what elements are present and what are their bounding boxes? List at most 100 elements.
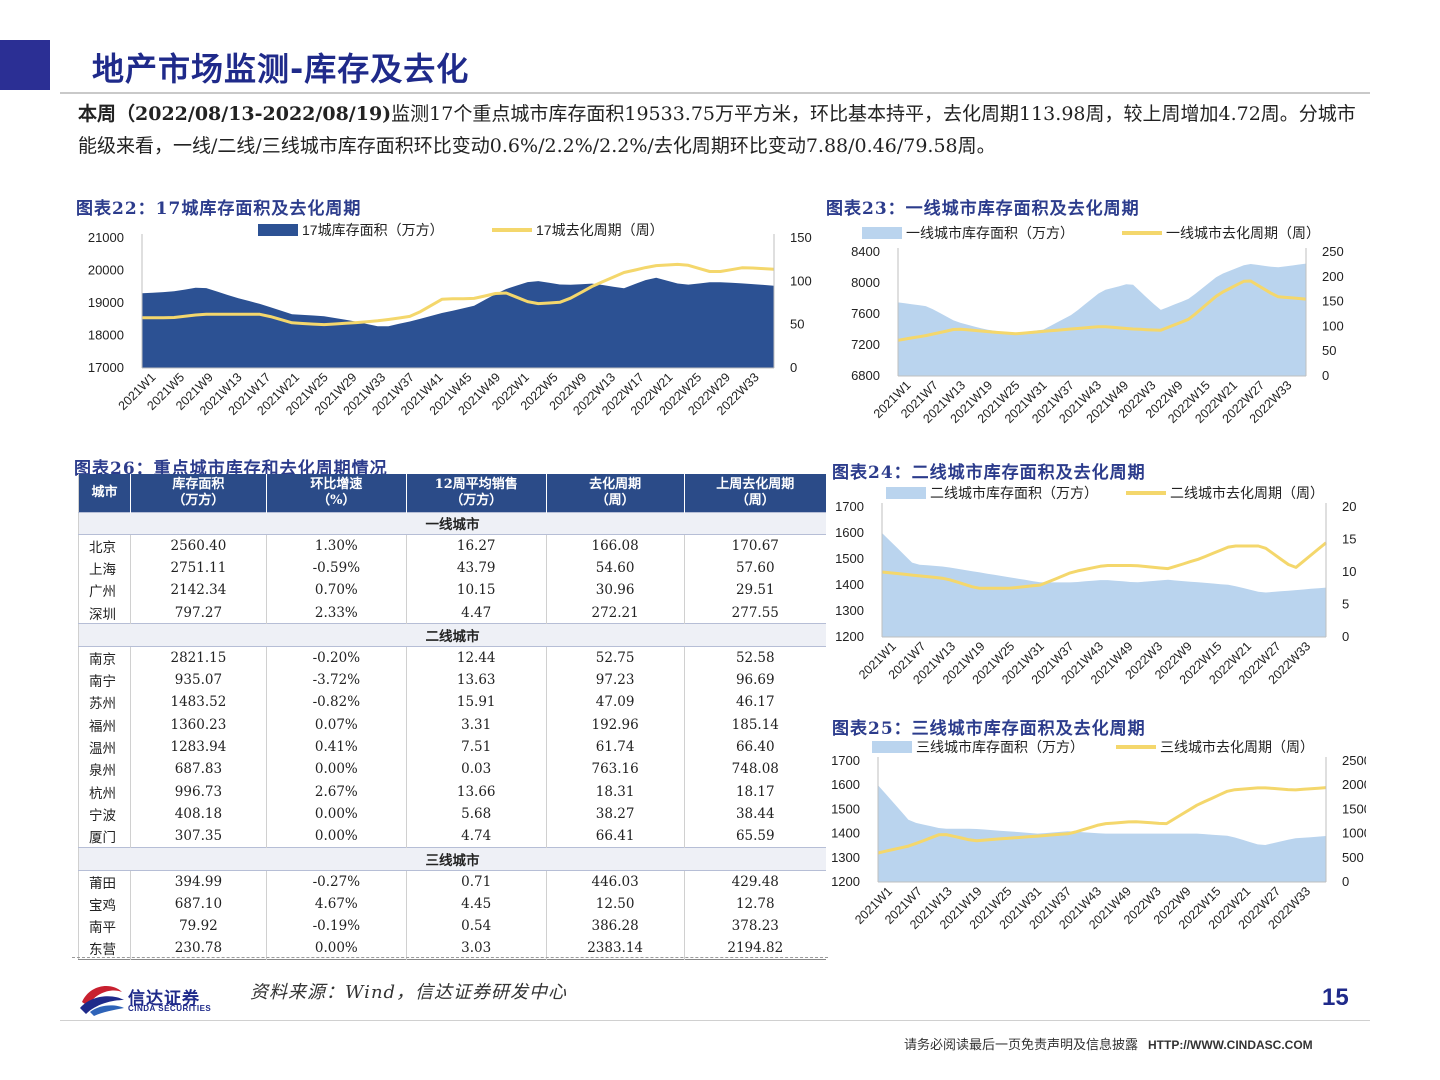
table-cell: 2194.82 bbox=[727, 940, 784, 957]
destock-cycle-line bbox=[877, 786, 1327, 855]
legend-label: 三线城市库存面积（万方） bbox=[916, 739, 1084, 755]
table-cell: -0.20% bbox=[266, 646, 407, 669]
table-cell: 38.27 bbox=[546, 803, 685, 826]
table-cell: 230.78 bbox=[130, 937, 267, 960]
table-cell: 2142.34 bbox=[130, 579, 267, 602]
table-cell: 2751.11 bbox=[130, 556, 267, 580]
inventory-table-wrap: 城市 库存面积 （万方） 环比增速 （%） 12周平均销售 （万方） 去化周期 （周） 上周去化周… bbox=[78, 474, 827, 961]
y2-tick-label: 1000 bbox=[1342, 826, 1366, 841]
summary-lead: 本周（2022/08/13-2022/08/19) bbox=[78, 103, 392, 125]
table-cell: 上海 bbox=[78, 556, 131, 580]
table-cell: 79.92 bbox=[130, 915, 267, 938]
table-cell: 446.03 bbox=[546, 870, 685, 893]
table-cell: 13.63 bbox=[406, 668, 547, 692]
table-row: 北京 2560.40 1.30% 16.27 166.08 170.67 bbox=[78, 534, 827, 557]
table-group-row: 二线城市 bbox=[78, 623, 826, 647]
cinda-logo-icon bbox=[80, 986, 124, 1016]
table-row: 厦门 307.35 0.00% 4.74 66.41 65.59 bbox=[78, 825, 827, 848]
chart-tier3: 1200 1300 1400 1500 1600 1700 0 500 1000 1500 2000… bbox=[831, 739, 1366, 932]
y2-tick-label: 50 bbox=[790, 317, 804, 332]
table-cell: 97.23 bbox=[546, 668, 685, 692]
table-cell: 4.67% bbox=[266, 892, 407, 916]
table-cell: 福州 bbox=[78, 713, 131, 736]
website-link[interactable]: HTTP://WWW.CINDASC.COM bbox=[1148, 1038, 1313, 1052]
y-tick-label: 19000 bbox=[88, 295, 124, 310]
table-header-cell: 库存面积 （万方） bbox=[130, 474, 267, 512]
table-header-cell: 12周平均销售 （万方） bbox=[406, 474, 547, 512]
y2-tick-label: 2000 bbox=[1342, 777, 1366, 792]
header-label: 城市 bbox=[91, 484, 118, 500]
disclaimer: 请务必阅读最后一页免责声明及信息披露 HTTP://WWW.CINDASC.COM bbox=[904, 1034, 1313, 1053]
table-cell: 18.31 bbox=[546, 780, 685, 804]
table-cell: 12.50 bbox=[546, 892, 685, 916]
table-cell: 莆田 bbox=[78, 870, 131, 893]
page-number: 15 bbox=[1322, 984, 1349, 1011]
table-cell: 宝鸡 bbox=[78, 892, 131, 916]
table-cell: 3.31 bbox=[406, 713, 547, 736]
y2-tick-label: 5 bbox=[1342, 597, 1349, 612]
table-row: 南平 79.92 -0.19% 0.54 386.28 378.23 bbox=[78, 915, 827, 938]
table-cell: 东营 bbox=[78, 937, 131, 960]
table-cell: 10.15 bbox=[406, 579, 547, 602]
footer-divider bbox=[60, 1020, 1370, 1021]
table-cell: 0.03 bbox=[406, 758, 547, 781]
legend-label: 一线城市去化周期（周） bbox=[1166, 225, 1320, 241]
legend-area-swatch bbox=[886, 487, 926, 499]
table-cell: 南平 bbox=[78, 915, 131, 938]
table-cell: 0.00% bbox=[266, 825, 407, 848]
table-cell: 3.03 bbox=[406, 937, 547, 960]
table-cell: 1483.52 bbox=[130, 691, 267, 714]
table-cell: 厦门 bbox=[78, 825, 131, 848]
legend-area-swatch bbox=[862, 227, 902, 239]
chart-17-cities: 17000180001900020000210000501001502021W1… bbox=[88, 222, 812, 418]
table-cell: 166.08 bbox=[546, 534, 685, 557]
table-cell: 0.00% bbox=[266, 803, 407, 826]
y-tick-label: 1300 bbox=[835, 603, 864, 618]
table-cell: 0.71 bbox=[406, 870, 547, 893]
table-cell: 杭州 bbox=[78, 780, 131, 804]
table-cell: 763.16 bbox=[546, 758, 685, 781]
table-cell: 47.09 bbox=[546, 691, 685, 714]
table-cell: 7.51 bbox=[406, 735, 547, 759]
table-cell: 996.73 bbox=[130, 780, 267, 804]
y2-tick-label: 150 bbox=[790, 230, 812, 245]
table-cell: 66.40 bbox=[735, 739, 775, 756]
table-cell: 南京 bbox=[78, 646, 131, 669]
table-cell: 4.45 bbox=[406, 892, 547, 916]
table-cell: -3.72% bbox=[266, 668, 407, 692]
panel-title-24: 图表24：二线城市库存面积及去化周期 bbox=[832, 463, 1146, 483]
table-header-row: 城市 库存面积 （万方） 环比增速 （%） 12周平均销售 （万方） 去化周期 （周） 上周去化周… bbox=[78, 474, 826, 512]
y2-tick-label: 100 bbox=[1322, 318, 1344, 333]
y-tick-label: 1700 bbox=[835, 499, 864, 514]
table-cell: 52.58 bbox=[735, 649, 775, 666]
legend-area-swatch bbox=[258, 224, 298, 236]
y-tick-label: 1700 bbox=[831, 753, 860, 768]
table-cell: 北京 bbox=[78, 534, 131, 557]
chart-tier2: 120013001400150016001700051015202021W120… bbox=[835, 485, 1356, 687]
table-cell: 苏州 bbox=[78, 691, 131, 714]
table-cell: 52.75 bbox=[546, 646, 685, 669]
table-row: 南京 2821.15 -0.20% 12.44 52.75 52.58 bbox=[78, 646, 827, 669]
table-cell: 16.27 bbox=[406, 534, 547, 557]
table-cell: 温州 bbox=[78, 735, 131, 759]
header-label: （万方） bbox=[172, 492, 225, 508]
table-group-row: 三线城市 bbox=[78, 847, 826, 871]
table-cell: 1360.23 bbox=[130, 713, 267, 736]
table-cell: 4.74 bbox=[406, 825, 547, 848]
header-label: 环比增速 bbox=[310, 476, 363, 492]
table-cell: 1283.94 bbox=[130, 735, 267, 759]
page-title: 地产市场监测-库存及去化 bbox=[92, 50, 470, 88]
disclaimer-text: 请务必阅读最后一页免责声明及信息披露 bbox=[904, 1038, 1139, 1053]
table-cell: 687.83 bbox=[130, 758, 267, 781]
header-label: 12周平均销售 bbox=[434, 476, 518, 492]
y-tick-label: 1400 bbox=[831, 826, 860, 841]
panel-title-25: 图表25：三线城市库存面积及去化周期 bbox=[832, 719, 1146, 739]
legend-area-swatch bbox=[872, 741, 912, 753]
header-label: （周） bbox=[595, 492, 635, 508]
table-cell: 0.54 bbox=[406, 915, 547, 938]
source-note: 资料来源：Wind，信达证券研发中心 bbox=[250, 982, 568, 1003]
legend-label: 二线城市去化周期（周） bbox=[1170, 485, 1324, 501]
table-row: 温州 1283.94 0.41% 7.51 61.74 66.40 bbox=[78, 735, 827, 759]
header-label: 去化周期 bbox=[589, 476, 642, 492]
table-cell: 0.07% bbox=[266, 713, 407, 736]
